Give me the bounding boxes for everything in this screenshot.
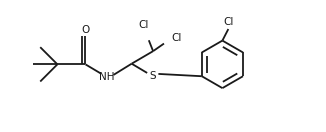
Text: NH: NH bbox=[99, 72, 115, 82]
Text: S: S bbox=[150, 71, 156, 81]
Text: O: O bbox=[81, 25, 90, 35]
Text: Cl: Cl bbox=[138, 20, 148, 30]
Text: Cl: Cl bbox=[171, 33, 182, 43]
Text: Cl: Cl bbox=[223, 17, 233, 27]
